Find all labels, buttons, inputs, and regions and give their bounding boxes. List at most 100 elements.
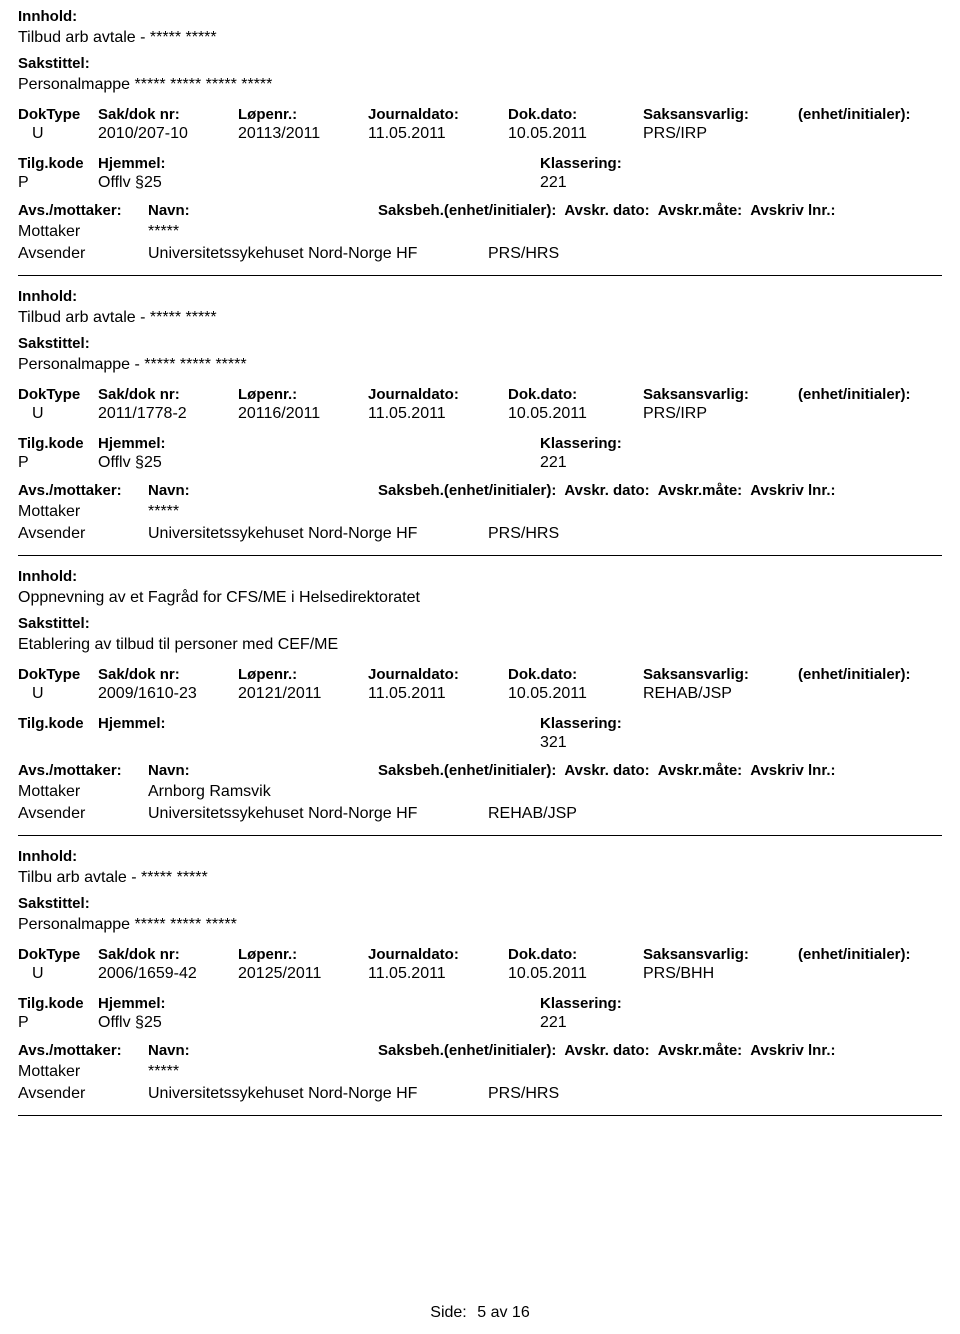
tilgkode-header: Tilg.kode [18,435,98,452]
doc-header-row: DokType Sak/dok nr: Løpenr.: Journaldato… [18,666,942,683]
sakstittel-value: Personalmappe ***** ***** ***** ***** [18,76,942,94]
enhet-value [798,125,938,143]
journal-entry: Innhold: Tilbud arb avtale - ***** *****… [18,288,942,556]
doc-header-row: DokType Sak/dok nr: Løpenr.: Journaldato… [18,386,942,403]
journaldato-header: Journaldato: [368,386,508,403]
hjemmel-value: Offlv §25 [98,174,468,192]
doc-header-row: DokType Sak/dok nr: Løpenr.: Journaldato… [18,106,942,123]
sakstittel-label: Sakstittel: [18,335,942,352]
mottaker-label: Mottaker [18,223,148,241]
tilg-data-row: P Offlv §25 221 [18,174,942,192]
sakdok-header: Sak/dok nr: [98,946,238,963]
klassering-header: Klassering: [468,715,788,732]
doktype-value: U [18,405,98,423]
enhet-value [798,965,938,983]
tilgkode-value: P [18,454,98,472]
doktype-header: DokType [18,106,98,123]
sakdok-value: 2011/1778-2 [98,405,238,423]
enhet-value [798,685,938,703]
saksansvarlig-header: Saksansvarlig: [643,106,798,123]
avs-header-row: Avs./mottaker: Navn: Saksbeh.(enhet/init… [18,1042,942,1059]
tilgkode-value: P [18,174,98,192]
saksansvarlig-value: PRS/IRP [643,405,798,423]
avs-header-row: Avs./mottaker: Navn: Saksbeh.(enhet/init… [18,482,942,499]
sakstittel-value: Etablering av tilbud til personer med CE… [18,636,942,654]
avskrmate-header: Avskr.måte: [658,482,743,499]
mottaker-label: Mottaker [18,503,148,521]
tilgkode-header: Tilg.kode [18,715,98,732]
innhold-value: Tilbud arb avtale - ***** ***** [18,29,942,47]
hjemmel-value: Offlv §25 [98,1014,468,1032]
side-label: Side: [430,1304,466,1321]
sakdok-header: Sak/dok nr: [98,666,238,683]
journal-entry: Innhold: Tilbud arb avtale - ***** *****… [18,8,942,276]
innhold-value: Oppnevning av et Fagråd for CFS/ME i Hel… [18,589,942,607]
mottaker-row: Mottaker ***** [18,503,942,521]
lopenr-value: 20116/2011 [238,405,368,423]
navn-header: Navn: [148,762,378,779]
mottaker-label: Mottaker [18,1063,148,1081]
doktype-value: U [18,685,98,703]
avsender-navn: Universitetssykehuset Nord-Norge HF [148,245,488,263]
doc-data-row: U 2010/207-10 20113/2011 11.05.2011 10.0… [18,125,942,143]
klassering-value: 221 [468,1014,788,1032]
navn-header: Navn: [148,1042,378,1059]
tilgkode-value [18,734,98,752]
tilg-header-row: Tilg.kode Hjemmel: Klassering: [18,155,942,172]
doktype-header: DokType [18,946,98,963]
hjemmel-header: Hjemmel: [98,715,468,732]
mottaker-navn: ***** [148,1063,488,1081]
dokdato-header: Dok.dato: [508,946,643,963]
doc-header-row: DokType Sak/dok nr: Løpenr.: Journaldato… [18,946,942,963]
saksansvarlig-value: REHAB/JSP [643,685,798,703]
avskrdato-header: Avskr. dato: [564,1042,649,1059]
mottaker-label: Mottaker [18,783,148,801]
navn-header: Navn: [148,202,378,219]
mottaker-row: Mottaker Arnborg Ramsvik [18,783,942,801]
doc-data-row: U 2006/1659-42 20125/2011 11.05.2011 10.… [18,965,942,983]
innhold-value: Tilbud arb avtale - ***** ***** [18,309,942,327]
mottaker-row: Mottaker ***** [18,223,942,241]
avs-header-row: Avs./mottaker: Navn: Saksbeh.(enhet/init… [18,762,942,779]
avsender-label: Avsender [18,525,148,543]
avsender-row: Avsender Universitetssykehuset Nord-Norg… [18,805,942,823]
klassering-header: Klassering: [468,155,788,172]
hjemmel-header: Hjemmel: [98,995,468,1012]
klassering-value: 221 [468,454,788,472]
avsender-label: Avsender [18,245,148,263]
lopenr-value: 20113/2011 [238,125,368,143]
dokdato-value: 10.05.2011 [508,405,643,423]
avskrmate-header: Avskr.måte: [658,202,743,219]
dokdato-header: Dok.dato: [508,106,643,123]
enhet-header: (enhet/initialer): [798,106,938,123]
klassering-value: 321 [468,734,788,752]
avsender-row: Avsender Universitetssykehuset Nord-Norg… [18,245,942,263]
journaldato-header: Journaldato: [368,946,508,963]
tilgkode-header: Tilg.kode [18,995,98,1012]
innhold-label: Innhold: [18,288,942,305]
avsmottaker-header: Avs./mottaker: [18,202,148,219]
avsender-row: Avsender Universitetssykehuset Nord-Norg… [18,525,942,543]
sakstittel-label: Sakstittel: [18,55,942,72]
tilg-data-row: P Offlv §25 221 [18,454,942,472]
dokdato-header: Dok.dato: [508,386,643,403]
mottaker-navn: ***** [148,503,488,521]
avsender-label: Avsender [18,805,148,823]
journaldato-value: 11.05.2011 [368,405,508,423]
klassering-value: 221 [468,174,788,192]
saksansvarlig-value: PRS/BHH [643,965,798,983]
saksbeh-header: Saksbeh.(enhet/initialer): [378,762,556,779]
tilgkode-header: Tilg.kode [18,155,98,172]
journal-entry: Innhold: Oppnevning av et Fagråd for CFS… [18,568,942,836]
avskrdato-header: Avskr. dato: [564,202,649,219]
journaldato-value: 11.05.2011 [368,685,508,703]
navn-header: Navn: [148,482,378,499]
tilg-header-row: Tilg.kode Hjemmel: Klassering: [18,995,942,1012]
lopenr-header: Løpenr.: [238,666,368,683]
doktype-value: U [18,125,98,143]
sakstittel-value: Personalmappe ***** ***** ***** [18,916,942,934]
avsender-unit: PRS/HRS [488,525,788,543]
tilgkode-value: P [18,1014,98,1032]
avskrivlnr-header: Avskriv lnr.: [750,1042,835,1059]
avs-header-row: Avs./mottaker: Navn: Saksbeh.(enhet/init… [18,202,942,219]
